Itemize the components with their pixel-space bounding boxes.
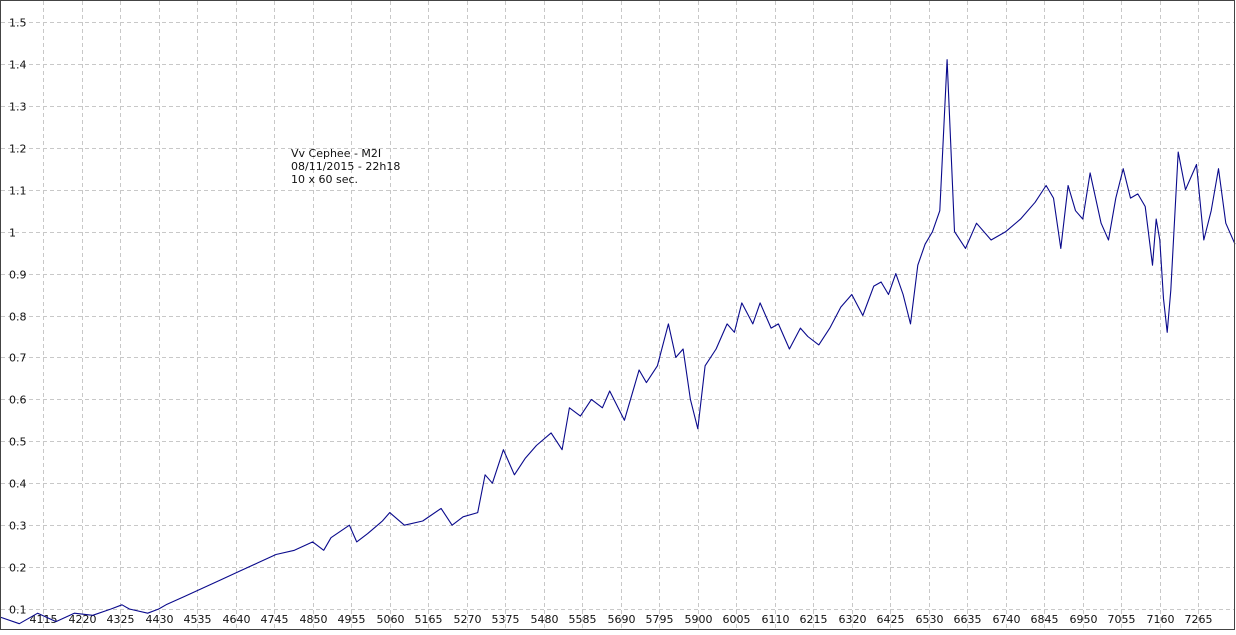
x-tick-label: 6110 xyxy=(762,613,790,626)
x-tick-label: 6635 xyxy=(954,613,982,626)
x-tick-label: 5375 xyxy=(492,613,520,626)
annotation-line-1: Vv Cephee - M2I xyxy=(291,147,381,160)
x-tick-label: 4745 xyxy=(261,613,289,626)
x-tick-label: 4640 xyxy=(223,613,251,626)
x-tick-label: 4220 xyxy=(69,613,97,626)
y-tick-label: 0.5 xyxy=(9,436,27,449)
y-tick-label: 1.3 xyxy=(9,101,27,114)
annotation-block: Vv Cephee - M2I 08/11/2015 - 22h18 10 x … xyxy=(291,147,400,186)
x-tick-label: 6215 xyxy=(800,613,828,626)
x-tick-label: 5690 xyxy=(608,613,636,626)
y-tick-label: 1 xyxy=(9,227,16,240)
x-tick-label: 6320 xyxy=(839,613,867,626)
y-tick-label: 0.9 xyxy=(9,269,27,282)
x-tick-label: 4430 xyxy=(146,613,174,626)
x-tick-label: 6005 xyxy=(723,613,751,626)
y-tick-label: 0.6 xyxy=(9,394,27,407)
annotation-line-2: 08/11/2015 - 22h18 xyxy=(291,160,400,173)
x-tick-label: 6950 xyxy=(1070,613,1098,626)
x-tick-label: 7265 xyxy=(1185,613,1213,626)
x-tick-label: 5795 xyxy=(646,613,674,626)
x-tick-label: 5900 xyxy=(685,613,713,626)
y-tick-label: 0.2 xyxy=(9,562,27,575)
spectrum-series-line xyxy=(0,59,1236,625)
y-tick-label: 0.7 xyxy=(9,352,27,365)
x-tick-label: 5585 xyxy=(569,613,597,626)
x-tick-label: 5270 xyxy=(454,613,482,626)
series-layer xyxy=(0,59,1236,625)
x-tick-label: 4115 xyxy=(30,613,58,626)
x-tick-label: 6530 xyxy=(916,613,944,626)
y-tick-label: 1.2 xyxy=(9,143,27,156)
x-tick-label: 7055 xyxy=(1108,613,1136,626)
y-tick-label: 1.4 xyxy=(9,59,27,72)
x-tick-label: 7160 xyxy=(1147,613,1175,626)
x-tick-label: 4955 xyxy=(338,613,366,626)
x-axis-ticks: 4115 4220 4325 4430 4535 4640 4745 4850 4955 5060… xyxy=(30,613,1213,626)
x-tick-label: 5165 xyxy=(415,613,443,626)
x-tick-label: 6740 xyxy=(993,613,1021,626)
y-tick-label: 0.4 xyxy=(9,478,27,491)
x-tick-label: 6845 xyxy=(1031,613,1059,626)
y-tick-label: 0.8 xyxy=(9,311,27,324)
x-tick-label: 4850 xyxy=(300,613,328,626)
annotation-line-3: 10 x 60 sec. xyxy=(291,173,358,186)
y-tick-label: 0.3 xyxy=(9,520,27,533)
x-tick-label: 5060 xyxy=(377,613,405,626)
y-tick-label: 1.5 xyxy=(9,17,27,30)
x-tick-label: 6425 xyxy=(877,613,905,626)
x-tick-label: 4325 xyxy=(107,613,135,626)
x-tick-label: 5480 xyxy=(531,613,559,626)
y-axis-ticks: 0.1 0.2 0.3 0.4 0.5 0.6 0.7 0.8 0.9 1 1.1 1.2 1.3 1.4… xyxy=(9,17,27,617)
x-tick-label: 4535 xyxy=(184,613,212,626)
y-tick-label: 1.1 xyxy=(9,185,27,198)
y-tick-label: 0.1 xyxy=(9,604,27,617)
